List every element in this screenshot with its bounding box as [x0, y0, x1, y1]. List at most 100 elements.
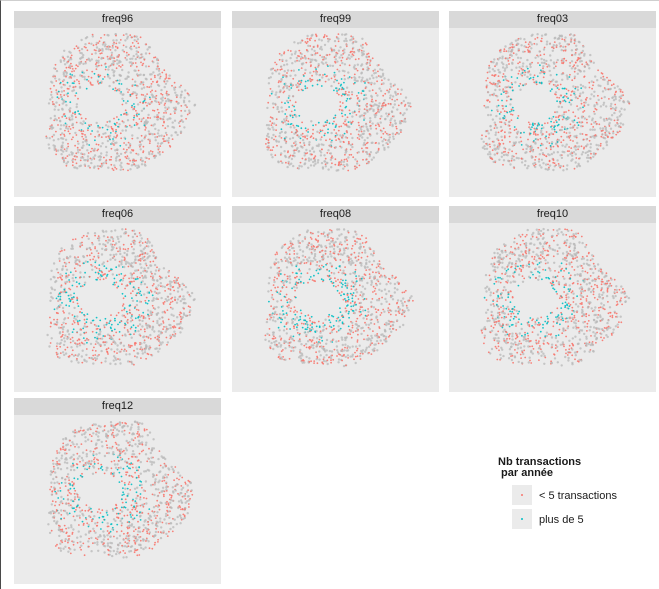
commune-point — [171, 326, 174, 328]
commune-point — [163, 285, 166, 289]
commune-point — [76, 357, 78, 360]
commune-point — [351, 36, 354, 39]
commune-point — [52, 262, 56, 265]
commune-point — [126, 35, 130, 38]
commune-point — [122, 34, 125, 36]
commune-point — [580, 153, 584, 156]
commune-point — [326, 152, 329, 154]
commune-point — [508, 148, 511, 151]
commune-point — [95, 357, 99, 360]
commune-point — [145, 43, 148, 46]
commune-point — [128, 333, 131, 336]
commune-point — [144, 241, 147, 244]
commune-point — [65, 304, 68, 307]
commune-point — [113, 57, 116, 60]
commune-point — [177, 286, 180, 290]
commune-point — [87, 57, 90, 60]
commune-point — [136, 103, 140, 106]
commune-point — [581, 125, 584, 128]
commune-point — [377, 147, 380, 150]
commune-point — [269, 68, 273, 71]
commune-point — [553, 41, 556, 43]
commune-point — [284, 155, 287, 159]
commune-point — [559, 128, 562, 132]
commune-point — [307, 157, 311, 160]
commune-point — [493, 121, 496, 124]
commune-point — [138, 46, 140, 49]
commune-point — [350, 35, 353, 38]
commune-point — [108, 337, 111, 340]
commune-point — [389, 82, 392, 86]
commune-point — [306, 40, 309, 43]
commune-point — [126, 261, 129, 264]
commune-point — [153, 96, 157, 99]
commune-point — [102, 274, 104, 276]
commune-point — [149, 250, 152, 253]
commune-point — [377, 70, 379, 73]
commune-point — [64, 129, 66, 132]
commune-point — [569, 33, 572, 36]
commune-point — [168, 74, 171, 77]
commune-point — [500, 111, 502, 113]
commune-point — [92, 149, 96, 152]
commune-point — [391, 274, 394, 277]
commune-point — [174, 276, 176, 279]
commune-point — [591, 128, 594, 131]
commune-point — [145, 357, 148, 360]
commune-point — [125, 143, 128, 147]
commune-point — [146, 302, 149, 305]
commune-point — [49, 87, 52, 90]
commune-point — [552, 44, 555, 47]
commune-point — [164, 276, 168, 279]
commune-point — [348, 142, 350, 145]
commune-point — [134, 355, 136, 358]
commune-point — [335, 36, 338, 38]
commune-point — [119, 362, 122, 365]
commune-point — [289, 74, 292, 77]
commune-point — [280, 317, 282, 319]
commune-point — [65, 66, 68, 69]
commune-point — [121, 292, 124, 295]
commune-point — [158, 103, 161, 106]
commune-point — [368, 155, 371, 158]
commune-point — [286, 85, 289, 88]
commune-point — [93, 255, 96, 258]
commune-point — [406, 101, 410, 105]
commune-point — [323, 73, 326, 76]
commune-point — [560, 156, 564, 160]
commune-point — [388, 141, 392, 144]
commune-point — [393, 83, 396, 86]
commune-point — [527, 164, 530, 168]
commune-point — [193, 104, 196, 107]
commune-point — [147, 313, 149, 316]
commune-point — [188, 111, 191, 114]
commune-point — [166, 341, 170, 344]
commune-point — [158, 153, 162, 156]
commune-point — [277, 85, 281, 88]
commune-point — [137, 42, 140, 45]
commune-point — [143, 348, 147, 351]
commune-point — [271, 122, 274, 125]
commune-point — [105, 321, 108, 324]
commune-point — [547, 136, 550, 139]
commune-point — [309, 45, 312, 47]
commune-point — [540, 127, 543, 130]
commune-point — [76, 167, 79, 170]
commune-point — [141, 275, 144, 277]
commune-point — [94, 246, 96, 248]
facet-map-area — [449, 28, 656, 197]
commune-point — [593, 90, 596, 93]
commune-point — [179, 295, 182, 298]
commune-point — [537, 133, 539, 136]
commune-point — [363, 97, 366, 101]
commune-point — [359, 306, 362, 309]
commune-point — [504, 131, 506, 134]
commune-point — [69, 271, 72, 274]
commune-point — [71, 82, 74, 84]
commune-point — [347, 300, 349, 303]
commune-point — [358, 99, 361, 102]
commune-point — [299, 141, 302, 144]
commune-point — [365, 104, 368, 107]
commune-point — [350, 90, 354, 94]
commune-point — [300, 67, 303, 69]
